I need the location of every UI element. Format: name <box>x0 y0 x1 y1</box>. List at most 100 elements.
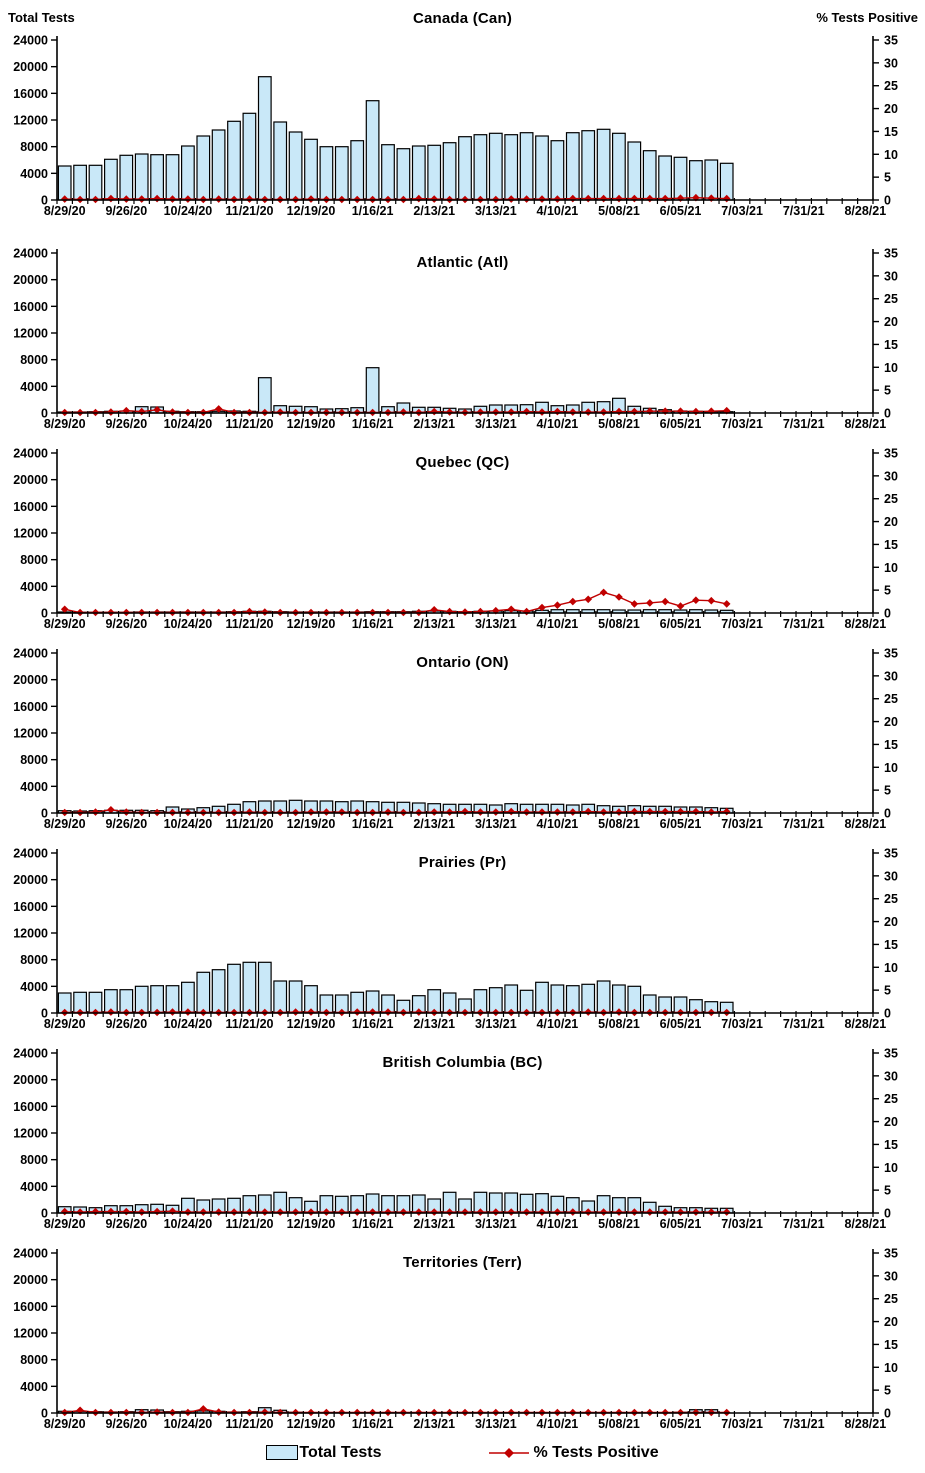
x-tick-label: 5/08/21 <box>598 417 640 431</box>
pct-positive-point <box>707 808 716 816</box>
right-tick-label: 15 <box>884 538 898 552</box>
panel-territories: Territories (Terr) 0 4000 8000 12000 16000 20… <box>0 1232 925 1432</box>
pct-positive-point <box>415 1208 423 1216</box>
x-tick-label: 3/13/21 <box>475 1217 517 1231</box>
x-tick-label: 9/26/20 <box>105 1217 147 1231</box>
left-tick-label: 20000 <box>13 273 48 287</box>
panel-title-ontario: Ontario (ON) <box>416 654 509 671</box>
right-tick-label: 5 <box>884 584 891 598</box>
total-tests-bar <box>319 146 334 201</box>
pct-positive-point <box>507 195 515 203</box>
legend-label-pct-positive: % Tests Positive <box>533 1443 659 1461</box>
x-tick-label: 2/13/21 <box>413 204 455 218</box>
pct-positive-point <box>199 1208 208 1216</box>
total-tests-bar <box>288 980 303 1014</box>
pct-positive-point <box>553 601 562 609</box>
chart-legend: Total Tests % Tests Positive <box>0 1432 925 1473</box>
x-tick-label: 2/13/21 <box>413 417 455 431</box>
x-tick-label: 10/24/20 <box>164 417 213 431</box>
pct-positive-point <box>322 1208 331 1216</box>
x-tick-label: 8/28/21 <box>844 817 886 831</box>
right-tick-label: 25 <box>884 692 898 706</box>
x-tick-label: 8/29/20 <box>44 204 86 218</box>
x-tick-label: 12/19/20 <box>287 817 336 831</box>
x-tick-label: 5/08/21 <box>598 617 640 631</box>
x-tick-label: 11/21/20 <box>226 1217 274 1231</box>
x-tick-label: 8/29/20 <box>44 1417 86 1431</box>
pct-positive-point <box>507 408 515 416</box>
x-tick-label: 5/08/21 <box>598 1417 640 1431</box>
pct-positive-point <box>569 1208 577 1216</box>
x-tick-label: 8/28/21 <box>844 417 886 431</box>
right-tick-label: 20 <box>884 102 898 116</box>
x-tick-label: 7/31/21 <box>783 1417 825 1431</box>
pct-positive-point <box>492 1208 500 1216</box>
pct-positive-point <box>646 599 654 607</box>
panel-canada: Total Tests % Tests Positive Canada (Can… <box>0 0 925 232</box>
x-tick-label: 5/08/21 <box>598 1017 640 1031</box>
pct-positive-point <box>461 608 469 616</box>
total-tests-bar <box>611 132 626 201</box>
total-tests-bar <box>257 961 272 1014</box>
left-tick-label: 12000 <box>13 727 48 741</box>
total-tests-bar <box>273 980 288 1014</box>
left-tick-label: 16000 <box>13 1300 48 1314</box>
panel-title-canada: Canada (Can) <box>412 10 513 27</box>
right-tick-label: 10 <box>884 148 898 162</box>
pct-positive-point <box>507 1208 515 1216</box>
total-tests-bar <box>627 141 642 201</box>
territories-chart-canvas: 0 4000 8000 12000 16000 20000 24000 0 5 10 15 20 25 3… <box>13 1247 898 1432</box>
total-tests-bar <box>642 150 657 201</box>
total-tests-bar <box>535 981 549 1014</box>
x-tick-label: 12/19/20 <box>287 1017 336 1031</box>
pct-positive-point <box>307 1008 315 1016</box>
total-tests-bar <box>704 159 719 201</box>
right-tick-label: 20 <box>884 515 898 529</box>
x-tick-label: 9/26/20 <box>105 817 147 831</box>
total-tests-bar <box>196 971 211 1014</box>
pct-positive-point <box>707 596 716 605</box>
x-tick-label: 11/21/20 <box>226 1417 274 1431</box>
left-tick-label: 0 <box>41 607 48 621</box>
x-tick-label: 11/21/20 <box>226 417 274 431</box>
pct-positive-point <box>661 1208 669 1216</box>
right-tick-label: 5 <box>884 171 891 185</box>
pct-positive-point <box>646 1208 654 1216</box>
right-tick-label: 5 <box>884 784 891 798</box>
pct-positive-point <box>338 1208 346 1216</box>
right-tick-label: 20 <box>884 1115 898 1129</box>
total-tests-bar <box>211 969 226 1014</box>
pct-positive-point <box>461 1208 469 1216</box>
x-tick-label: 8/29/20 <box>44 1217 86 1231</box>
ontario-chart-canvas: 0 4000 8000 12000 16000 20000 24000 0 5 10 15 20 25 3… <box>13 647 898 832</box>
panel-quebec: Quebec (QC) 0 4000 8000 12000 16000 20000 2400… <box>0 432 925 632</box>
x-tick-label: 9/26/20 <box>105 1017 147 1031</box>
left-tick-label: 8000 <box>20 753 48 767</box>
pct-positive-point <box>137 407 146 416</box>
left-tick-label: 0 <box>41 194 48 208</box>
right-tick-label: 10 <box>884 1161 898 1175</box>
pct-positive-point <box>522 1208 531 1216</box>
pct-positive-point <box>122 195 131 203</box>
left-tick-label: 16000 <box>13 300 48 314</box>
right-tick-label: 15 <box>884 938 898 952</box>
left-tick-label: 20000 <box>13 473 48 487</box>
left-tick-label: 8000 <box>20 140 48 154</box>
pct-positive-point <box>168 408 177 416</box>
total-tests-bar <box>257 76 272 201</box>
pct-positive-point <box>430 606 438 614</box>
x-tick-label: 10/24/20 <box>164 1417 213 1431</box>
pct-positive-point <box>307 1208 315 1216</box>
left-tick-label: 24000 <box>13 34 48 48</box>
pct-positive-point <box>122 406 131 415</box>
pct-positive-point <box>184 1208 192 1216</box>
pct-positive-point <box>153 1207 161 1216</box>
x-tick-label: 4/10/21 <box>537 1217 579 1231</box>
x-tick-label: 11/21/20 <box>226 617 274 631</box>
right-tick-label: 30 <box>884 669 898 683</box>
pct-positive-point <box>276 1208 284 1216</box>
pct-positive-point <box>615 593 623 601</box>
right-tick-label: 30 <box>884 1269 898 1283</box>
x-tick-label: 2/13/21 <box>413 1417 455 1431</box>
pct-positive-point <box>307 195 315 203</box>
